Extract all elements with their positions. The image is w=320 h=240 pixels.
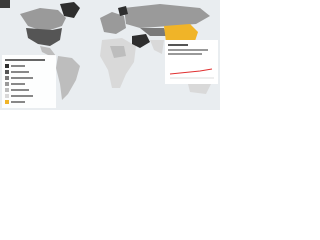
legend-swatch bbox=[5, 100, 9, 104]
legend-swatch bbox=[5, 88, 9, 92]
info-heading-line bbox=[168, 44, 188, 46]
middle-east bbox=[132, 34, 150, 48]
panel-line bbox=[169, 68, 213, 75]
legend-text-line bbox=[11, 71, 29, 73]
legend-panel bbox=[2, 55, 56, 108]
page: {"legend": {"colors": ["#2e2e2e", "#5555… bbox=[0, 0, 220, 110]
legend-text-line bbox=[11, 65, 25, 67]
legend-swatch bbox=[5, 82, 9, 86]
map-view bbox=[0, 0, 220, 110]
legend-swatch bbox=[5, 64, 9, 68]
north-africa bbox=[110, 46, 126, 58]
corner-badge bbox=[0, 0, 10, 8]
legend-text-line bbox=[11, 89, 29, 91]
legend-text-line bbox=[11, 95, 33, 97]
europe bbox=[100, 12, 126, 34]
scandinavia bbox=[118, 6, 128, 16]
africa bbox=[100, 38, 136, 88]
canada bbox=[20, 8, 66, 30]
info-text-line bbox=[168, 49, 208, 51]
legend-swatch bbox=[5, 70, 9, 74]
info-panel bbox=[165, 40, 218, 84]
info-text-line bbox=[168, 53, 202, 55]
legend-swatch bbox=[5, 94, 9, 98]
central-asia bbox=[140, 28, 166, 36]
south-america bbox=[56, 56, 80, 100]
india bbox=[150, 40, 164, 54]
legend-text-line bbox=[11, 77, 33, 79]
legend-swatch bbox=[5, 76, 9, 80]
central-america bbox=[40, 46, 56, 56]
legend-text-line bbox=[11, 101, 25, 103]
usa bbox=[26, 28, 62, 46]
greenland bbox=[60, 2, 80, 18]
russia bbox=[124, 4, 210, 28]
legend bbox=[5, 64, 33, 104]
legend-title-line bbox=[5, 59, 45, 61]
legend-text-line bbox=[11, 83, 25, 85]
